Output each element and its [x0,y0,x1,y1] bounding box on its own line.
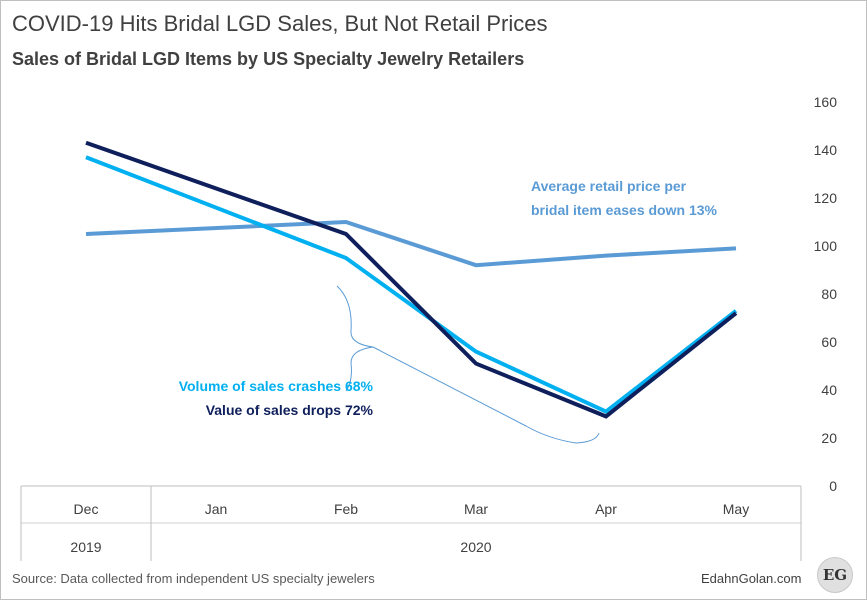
y-tick-label: 40 [821,382,837,398]
y-tick-label: 80 [821,286,837,302]
annotation-connector [372,346,600,444]
y-tick-label: 160 [814,94,838,110]
x-tick-label: May [723,501,749,517]
series-line-price [85,219,737,268]
y-tick-label: 140 [814,142,838,158]
annotation-price: Average retail price per [531,178,687,194]
y-tick-label: 0 [829,478,837,494]
annotation-brace [336,285,374,392]
brand-text: EdahnGolan.com [701,571,802,586]
x-tick-label: Mar [464,501,488,517]
brand-logo: EG [817,557,853,593]
y-tick-label: 60 [821,334,837,350]
x-tick-label: Apr [595,501,617,517]
y-tick-label: 120 [814,190,838,206]
x-tick-label: Dec [74,501,99,517]
y-tick-label: 20 [821,430,837,446]
x-tick-label: Feb [334,501,358,517]
year-label: 2019 [70,539,101,555]
source-note: Source: Data collected from independent … [12,571,375,586]
series-line-value [85,140,738,419]
annotation-volume: Volume of sales crashes 68% [179,378,374,394]
y-tick-label: 100 [814,238,838,254]
annotation-price: bridal item eases down 13% [531,202,718,218]
annotation-value: Value of sales drops 72% [206,402,374,418]
year-label: 2020 [460,539,491,555]
chart-subtitle: Sales of Bridal LGD Items by US Specialt… [12,49,525,69]
series-line-volume [85,155,738,414]
chart-title: COVID-19 Hits Bridal LGD Sales, But Not … [12,11,548,36]
x-tick-label: Jan [205,501,228,517]
